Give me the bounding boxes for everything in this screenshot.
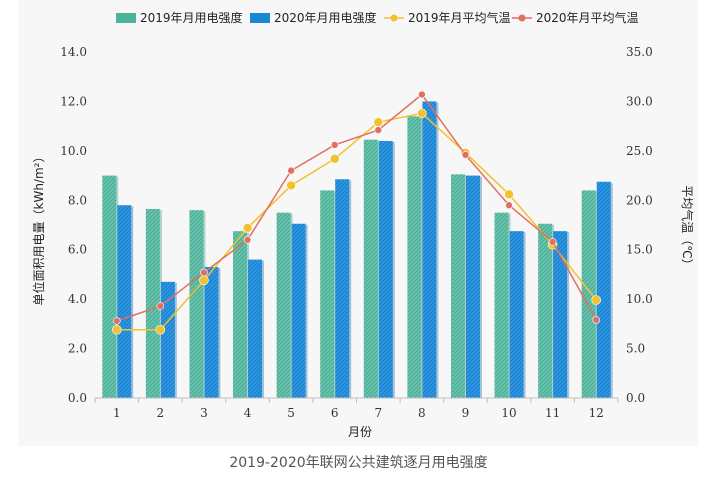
chart-bars (102, 101, 613, 398)
bar-2019 (494, 212, 509, 398)
bar-2020 (422, 101, 437, 398)
y2-tick-label: 20.0 (626, 193, 653, 207)
bar-2020 (335, 179, 350, 398)
y-tick-label: 10.0 (60, 144, 87, 158)
y2-tick-label: 15.0 (626, 243, 653, 257)
y2-tick-label: 5.0 (626, 342, 645, 356)
point-2020 (592, 316, 601, 324)
line-2020 (116, 93, 597, 322)
point-2020 (548, 238, 557, 246)
point-2020 (156, 302, 165, 310)
line-2019 (116, 112, 597, 331)
bar-2020 (509, 231, 524, 398)
x-tick-label: 1 (113, 406, 121, 420)
legend-swatch (250, 13, 270, 23)
bar-2019 (276, 212, 291, 398)
x-tick-label: 2 (157, 406, 165, 420)
chart-axes: 0.0 2.0 4.0 6.0 8.0 10.0 12.0 14.0 0.0 5.0 10.0 15.… (60, 45, 652, 420)
point-2020 (505, 201, 513, 210)
bar-2019 (538, 223, 553, 398)
bar-2019 (450, 174, 465, 398)
x-tick-label: 6 (331, 406, 339, 420)
x-tick-label: 5 (287, 406, 295, 420)
legend-label: 2019年月平均气温 (408, 10, 511, 25)
x-tick-label: 7 (374, 406, 382, 420)
point-2020 (287, 166, 295, 175)
point-2019 (329, 153, 340, 164)
x-tick-label: 3 (200, 406, 208, 420)
y-tick-label: 2.0 (68, 342, 87, 356)
bar-2020 (378, 140, 393, 398)
legend-marker (518, 14, 526, 22)
y-tick-label: 8.0 (68, 193, 87, 207)
bar-2020 (204, 267, 219, 398)
point-2019 (591, 295, 602, 305)
point-2020 (330, 141, 339, 149)
y2-axis-title: 平均气温（℃） (680, 185, 695, 270)
point-2019 (373, 117, 384, 127)
bar-2019 (320, 190, 335, 398)
y2-tick-label: 25.0 (626, 144, 653, 158)
chart-lines (111, 90, 602, 335)
x-tick-label: 10 (501, 406, 516, 420)
bar-2020 (553, 231, 568, 398)
chart-svg: 2019年月用电强度 2020年月用电强度 2019年月平均气温 2020年月平均气温… (31, 10, 695, 439)
point-2020 (418, 90, 426, 99)
x-tick-label: 12 (589, 406, 604, 420)
bar-2020 (596, 181, 611, 398)
point-2020 (112, 317, 121, 325)
bar-2020 (160, 281, 175, 398)
point-2020 (374, 126, 383, 134)
bar-2019 (363, 139, 378, 398)
bar-2019 (581, 190, 596, 398)
bar-2020 (117, 205, 132, 398)
legend-marker (390, 14, 398, 22)
y-tick-label: 4.0 (68, 292, 87, 306)
legend-label: 2020年月平均气温 (536, 10, 639, 25)
point-2020 (243, 236, 252, 244)
y2-tick-label: 30.0 (626, 94, 653, 108)
y2-tick-label: 10.0 (626, 292, 653, 306)
y2-tick-label: 35.0 (626, 45, 653, 59)
point-2019 (155, 324, 166, 335)
point-2019 (199, 275, 209, 286)
legend-swatch (116, 13, 136, 23)
figure-caption: 2019-2020年联网公共建筑逐月用电强度 (229, 455, 488, 471)
bar-2020 (465, 175, 480, 398)
x-tick-label: 8 (418, 406, 426, 420)
point-2020 (461, 151, 470, 159)
point-2019 (242, 223, 253, 233)
bar-2020 (291, 223, 306, 398)
point-2019 (286, 180, 296, 191)
y-tick-label: 12.0 (60, 94, 87, 108)
x-tick-label: 9 (462, 406, 470, 420)
point-2020 (200, 268, 208, 277)
x-axis-title: 月份 (348, 425, 372, 439)
point-2019 (111, 324, 122, 335)
point-2019 (504, 189, 514, 200)
legend-label: 2019年月用电强度 (140, 10, 243, 25)
bar-2019 (407, 116, 422, 398)
bar-2019 (189, 210, 204, 398)
y-tick-label: 6.0 (68, 243, 87, 257)
y2-tick-label: 0.0 (626, 391, 645, 405)
bar-2019 (233, 231, 248, 398)
chart-panel: 2019年月用电强度 2020年月用电强度 2019年月平均气温 2020年月平均气温… (18, 0, 698, 446)
bar-2020 (248, 259, 263, 398)
y-axis-title: 单位面积用电量（kWh/m²） (31, 151, 46, 306)
chart-legend: 2019年月用电强度 2020年月用电强度 2019年月平均气温 2020年月平均气温 (116, 10, 639, 25)
x-tick-label: 4 (244, 406, 252, 420)
point-2019 (417, 108, 427, 119)
y-tick-label: 14.0 (60, 45, 87, 59)
legend-label: 2020年月用电强度 (274, 10, 377, 25)
bar-2019 (145, 208, 160, 398)
y-tick-label: 0.0 (68, 391, 87, 405)
x-tick-label: 11 (545, 406, 560, 420)
bar-2019 (102, 175, 117, 398)
